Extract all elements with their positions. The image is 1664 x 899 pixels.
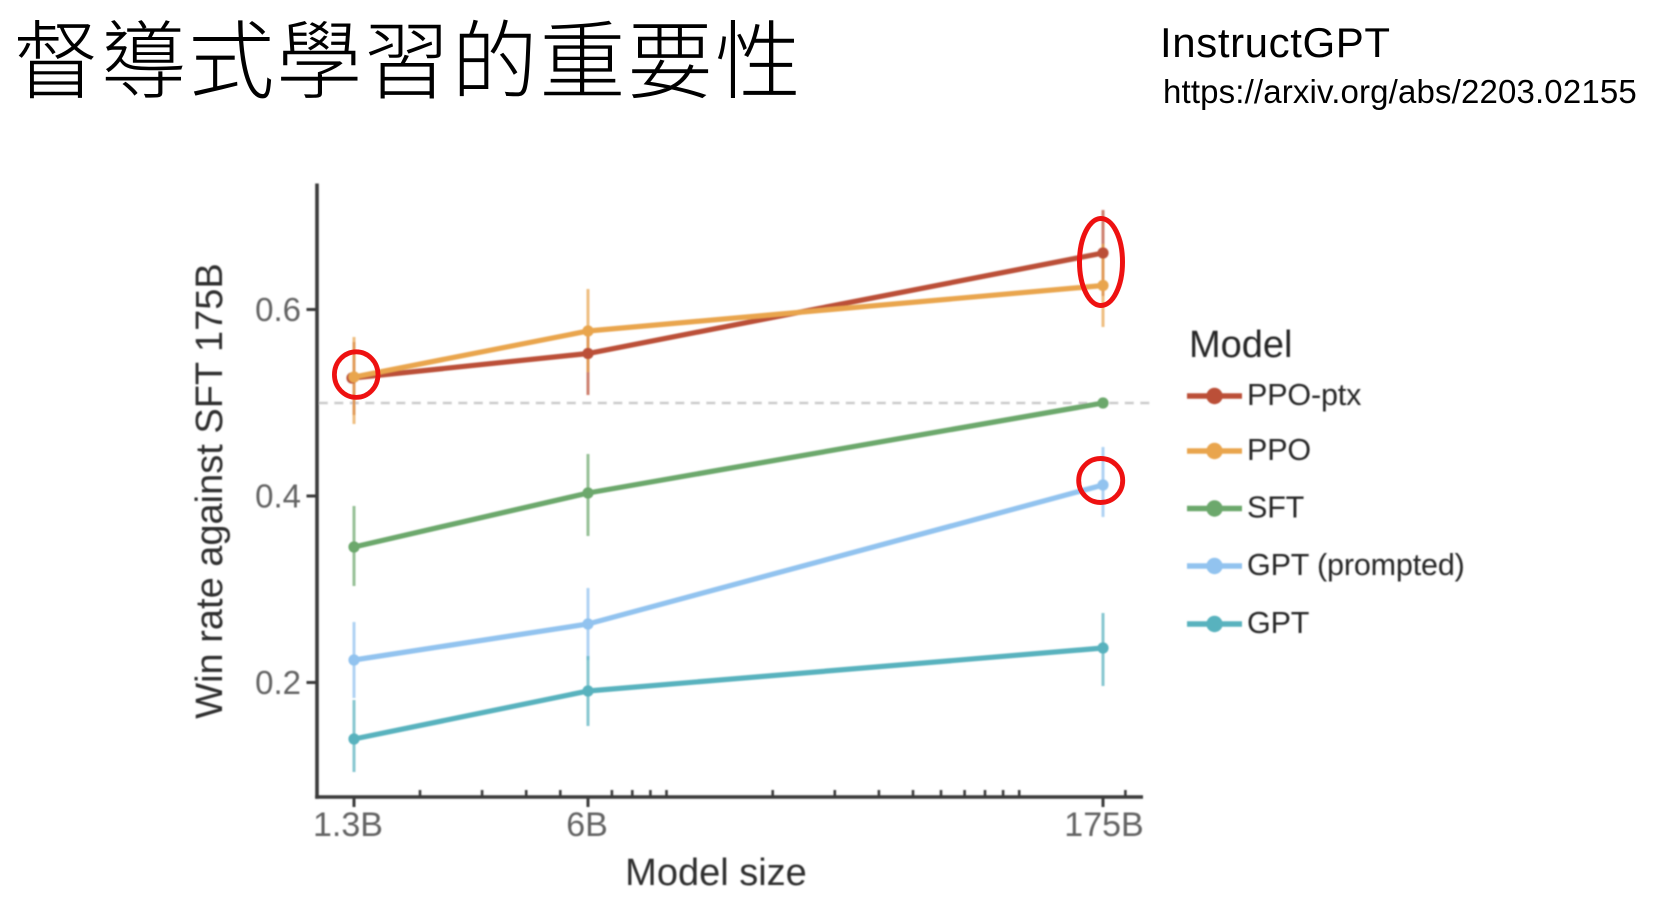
svg-text:0.6: 0.6: [255, 291, 301, 328]
svg-text:0.4: 0.4: [255, 478, 301, 515]
svg-text:Model size: Model size: [625, 852, 807, 894]
svg-text:Model: Model: [1189, 324, 1293, 366]
svg-text:GPT: GPT: [1247, 606, 1309, 640]
svg-text:1.3B: 1.3B: [313, 806, 383, 844]
svg-text:0.2: 0.2: [255, 664, 301, 701]
svg-text:PPO: PPO: [1247, 433, 1311, 467]
svg-text:Win rate against SFT 175B: Win rate against SFT 175B: [189, 263, 231, 719]
svg-text:GPT (prompted): GPT (prompted): [1247, 548, 1465, 582]
svg-text:6B: 6B: [566, 806, 608, 844]
svg-text:SFT: SFT: [1247, 491, 1304, 525]
svg-text:PPO-ptx: PPO-ptx: [1247, 378, 1361, 412]
svg-text:175B: 175B: [1064, 806, 1143, 844]
